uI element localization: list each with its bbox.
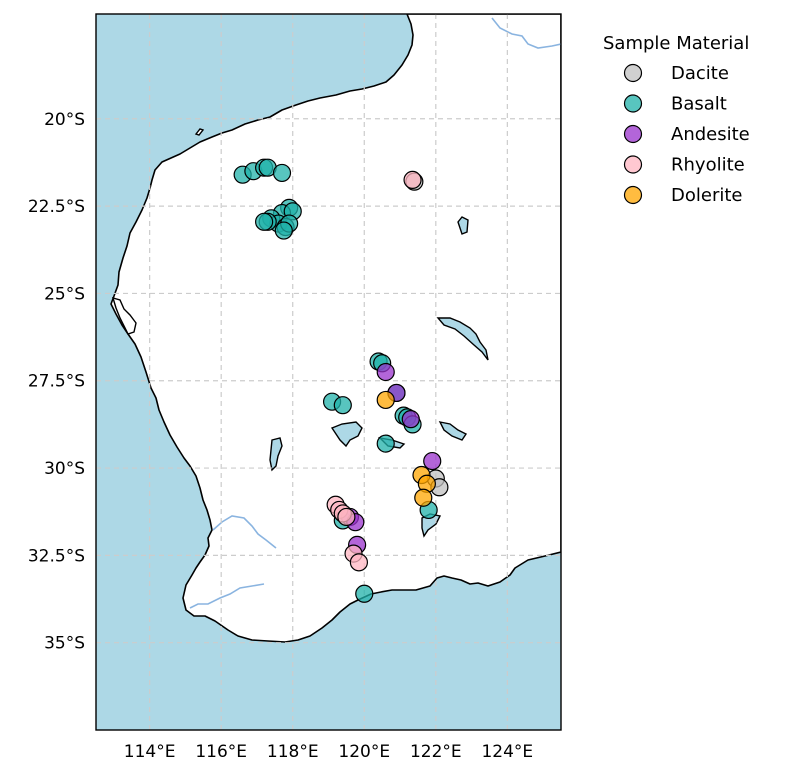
sample-point-dolerite[interactable] [414, 488, 433, 507]
sample-point-andesite[interactable] [401, 410, 420, 429]
sample-point-dolerite[interactable] [376, 390, 395, 410]
x-tick-label: 122°E [410, 742, 462, 762]
legend-label-basalt: Basalt [671, 94, 727, 115]
legend: Sample Material Dacite Basalt Andesite Rhyo… [603, 33, 750, 206]
y-tick-label: 32.5°S [28, 546, 85, 566]
australia-landmass [110, 14, 561, 643]
sample-point-basalt[interactable] [333, 396, 352, 415]
sample-point-andesite[interactable] [376, 362, 395, 382]
sample-point-rhyolite[interactable] [337, 507, 356, 527]
y-tick-labels: 20°S 22.5°S 25°S 27.5°S 30°S 32.5°S 35°S [28, 110, 85, 654]
coastal-island [194, 128, 205, 136]
sample-point-rhyolite[interactable] [349, 553, 369, 572]
sample-point-basalt[interactable] [274, 221, 293, 240]
x-tick-label: 120°E [338, 742, 390, 762]
y-tick-label: 27.5°S [28, 372, 85, 392]
legend-marker-basalt [623, 94, 643, 113]
sample-points [233, 158, 449, 603]
map-axes: 114°E 116°E 118°E 120°E 122°E 124°E 20°S 22.5°… [28, 13, 562, 762]
x-tick-label: 124°E [481, 742, 533, 762]
y-tick-label: 25°S [44, 284, 85, 304]
legend-label-andesite: Andesite [671, 124, 750, 145]
legend-marker-dolerite [623, 185, 643, 205]
x-tick-label: 118°E [267, 742, 319, 762]
legend-label-dolerite: Dolerite [671, 185, 742, 206]
legend-marker-dacite [623, 63, 643, 83]
coastal-island-2 [111, 296, 137, 335]
x-tick-labels: 114°E 116°E 118°E 120°E 122°E 124°E [124, 742, 533, 762]
legend-label-dacite: Dacite [671, 63, 729, 84]
sample-point-andesite[interactable] [423, 451, 442, 471]
axes-frame [95, 13, 562, 731]
legend-title: Sample Material [603, 33, 749, 54]
y-tick-label: 35°S [44, 634, 85, 654]
grid-lines [96, 14, 561, 730]
legend-marker-rhyolite [623, 155, 643, 174]
inland-lakes [269, 216, 489, 538]
sample-point-rhyolite[interactable] [403, 170, 422, 190]
y-tick-label: 20°S [44, 110, 85, 130]
x-tick-label: 114°E [124, 742, 176, 762]
rivers [189, 17, 561, 609]
y-tick-label: 22.5°S [28, 197, 85, 217]
legend-marker-andesite [623, 124, 643, 144]
y-tick-label: 30°S [44, 459, 85, 479]
legend-label-rhyolite: Rhyolite [671, 155, 745, 176]
sample-point-basalt[interactable] [355, 584, 374, 603]
sample-point-basalt[interactable] [255, 212, 274, 231]
x-tick-label: 116°E [195, 742, 247, 762]
sample-point-basalt[interactable] [272, 163, 292, 183]
sample-point-basalt[interactable] [376, 434, 395, 453]
